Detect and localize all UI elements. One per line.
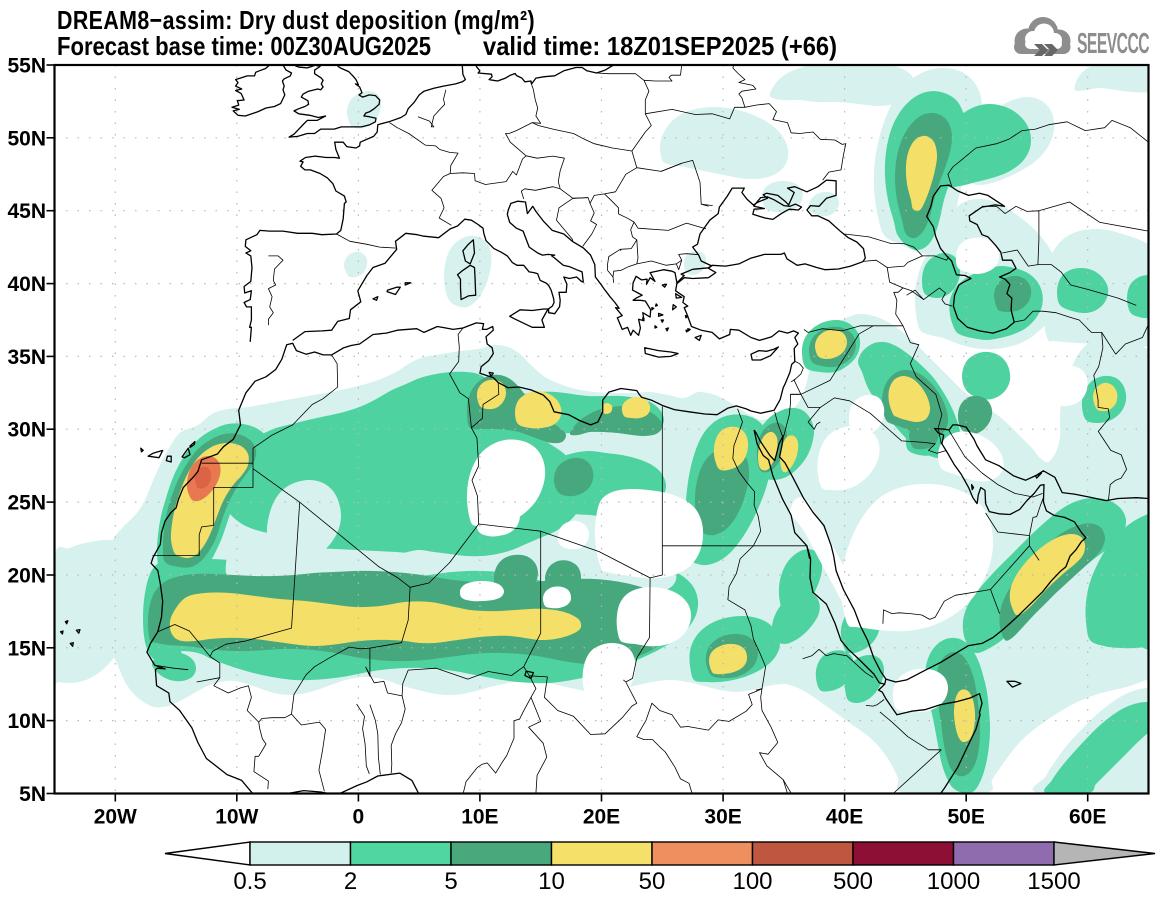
svg-text:55N: 55N [7,55,46,78]
svg-text:DREAM8−assim: Dry dust deposit: DREAM8−assim: Dry dust deposition (mg/m²… [57,5,535,35]
svg-text:500: 500 [833,868,873,895]
svg-text:2: 2 [344,868,357,895]
svg-text:valid time: 18Z01SEP2025 (+66): valid time: 18Z01SEP2025 (+66) [483,31,837,61]
svg-text:50: 50 [639,868,666,895]
svg-text:15N: 15N [7,637,46,660]
svg-text:20N: 20N [7,565,46,588]
svg-text:20E: 20E [583,806,620,829]
svg-text:20W: 20W [94,806,137,829]
svg-text:0: 0 [353,806,365,829]
svg-text:30E: 30E [704,806,741,829]
svg-text:60E: 60E [1069,806,1106,829]
svg-text:5N: 5N [19,783,46,806]
svg-text:25N: 25N [7,492,46,515]
svg-text:40N: 40N [7,273,46,296]
svg-text:Forecast base time: 00Z30AUG20: Forecast base time: 00Z30AUG2025 [57,31,431,61]
svg-text:100: 100 [732,868,772,895]
svg-text:10W: 10W [215,806,258,829]
svg-text:SEEVCCC: SEEVCCC [1077,28,1150,60]
svg-text:35N: 35N [7,346,46,369]
svg-text:50E: 50E [948,806,985,829]
svg-text:1500: 1500 [1027,868,1080,895]
svg-text:10: 10 [538,868,565,895]
svg-text:40E: 40E [826,806,863,829]
svg-text:1000: 1000 [927,868,980,895]
svg-text:5: 5 [444,868,457,895]
svg-text:50N: 50N [7,127,46,150]
svg-text:0.5: 0.5 [233,868,266,895]
svg-text:10N: 10N [7,710,46,733]
svg-text:10E: 10E [461,806,498,829]
svg-text:45N: 45N [7,200,46,223]
svg-text:30N: 30N [7,419,46,442]
